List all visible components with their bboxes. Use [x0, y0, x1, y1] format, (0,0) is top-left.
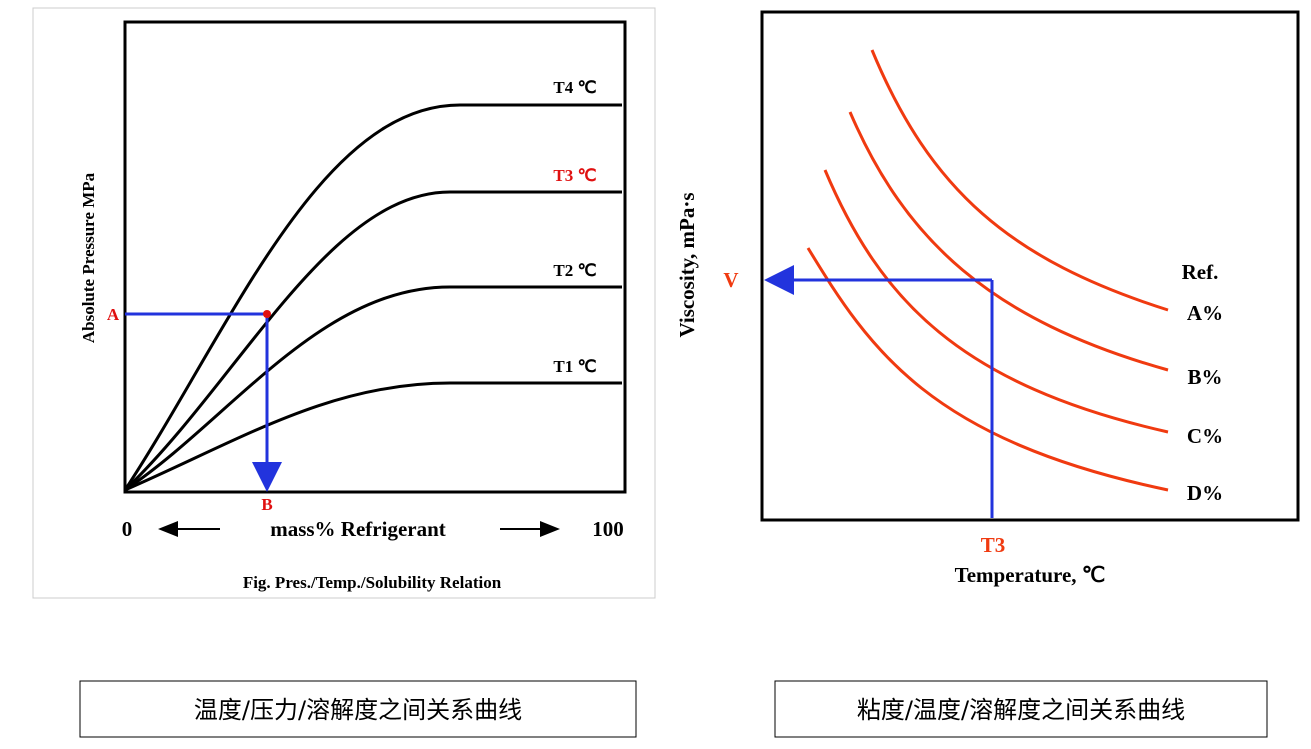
right-diagram: Ref. A% B% C% D% V T3 Temperature, ℃ Vis…: [675, 10, 1300, 587]
caption: 温度/压力/溶解度之间关系曲线: [194, 696, 522, 724]
legend-title: Ref.: [1182, 260, 1219, 284]
curves: [806, 49, 1169, 492]
y-label: Absolute Pressure MPa: [79, 172, 98, 343]
frame: [32, 7, 656, 599]
point-label: A: [107, 305, 120, 324]
point-label: V: [723, 268, 738, 292]
curve-label: T1 ℃: [553, 357, 596, 376]
caption-box: [774, 680, 1268, 738]
y-label: Viscosity, mPa·s: [675, 192, 699, 337]
plot-box: [123, 20, 627, 494]
x-end: 100: [592, 517, 624, 541]
point-label: T3: [981, 533, 1006, 557]
curve-label: T4 ℃: [553, 78, 596, 97]
x-label: Temperature, ℃: [955, 563, 1106, 587]
curve-label: T3 ℃: [553, 166, 596, 185]
x-start: 0: [122, 517, 133, 541]
curve-label: A%: [1187, 301, 1223, 325]
caption-box: [79, 680, 637, 738]
caption: 粘度/温度/溶解度之间关系曲线: [857, 696, 1185, 724]
curves: [123, 103, 622, 492]
figure-caption: Fig. Pres./Temp./Solubility Relation: [243, 573, 502, 592]
point: [263, 310, 271, 318]
x-label: mass% Refrigerant: [270, 517, 446, 541]
left-diagram: T4 ℃ T3 ℃ T2 ℃ T1 ℃ A B 0 mass% Refriger…: [32, 7, 656, 599]
plot-box: [760, 10, 1300, 522]
curve-label: C%: [1187, 424, 1223, 448]
guide-line: [125, 312, 282, 492]
curve-label: T2 ℃: [553, 261, 596, 280]
curve-label: D%: [1187, 481, 1223, 505]
point-label: B: [261, 495, 272, 514]
curve-label: B%: [1187, 365, 1222, 389]
